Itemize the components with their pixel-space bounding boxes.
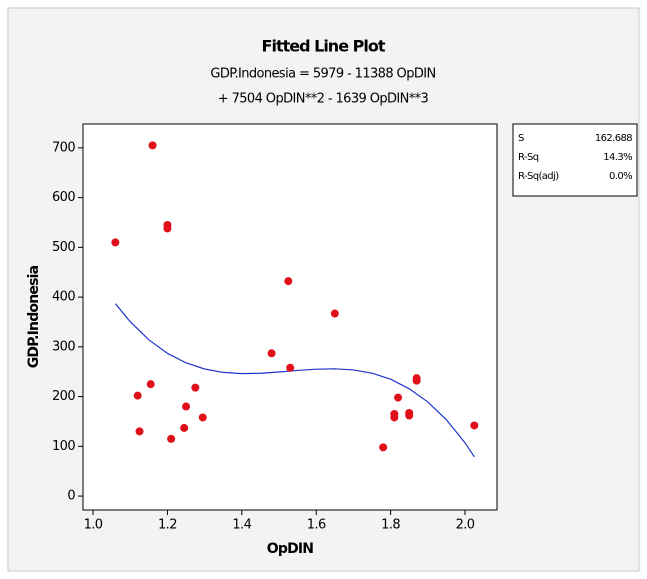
y-tick-label: 400 — [52, 290, 75, 305]
x-tick-label: 2.0 — [456, 518, 475, 533]
x-tick-label: 1.0 — [84, 518, 103, 533]
stat-label: R-Sq — [518, 152, 539, 163]
data-point — [390, 413, 399, 422]
fitted-line — [114, 303, 475, 458]
data-point — [111, 238, 120, 247]
x-tick-label: 1.4 — [232, 518, 251, 533]
y-tick-label: 700 — [52, 140, 75, 155]
data-point — [405, 411, 414, 420]
data-point — [167, 434, 176, 443]
stat-value: 162.688 — [595, 133, 632, 144]
data-point — [146, 380, 155, 389]
data-point — [133, 391, 142, 400]
y-tick-label: 200 — [52, 389, 75, 404]
chart-subtitle: + 7504 OpDIN**2 - 1639 OpDIN**3 — [218, 92, 429, 107]
stats-box — [512, 123, 638, 197]
chart-title: Fitted Line Plot — [262, 37, 386, 56]
data-point — [180, 423, 189, 432]
data-point — [198, 413, 207, 422]
data-point — [379, 443, 388, 452]
x-axis-title: OpDIN — [267, 541, 314, 557]
stat-label: R-Sq(adj) — [518, 171, 559, 182]
data-point — [330, 309, 339, 318]
data-point — [182, 402, 191, 411]
x-tick-label: 1.8 — [381, 518, 400, 533]
x-tick-label: 1.2 — [158, 518, 177, 533]
y-axis-title: GDP.Indonesia — [26, 265, 42, 368]
plot-area — [82, 123, 498, 511]
y-tick-label: 300 — [52, 339, 75, 354]
chart-subtitle: GDP.Indonesia = 5979 - 11388 OpDIN — [210, 67, 435, 82]
y-tick-label: 0 — [67, 489, 75, 504]
data-point — [394, 393, 403, 402]
y-tick-label: 600 — [52, 190, 75, 205]
data-point — [267, 349, 276, 358]
y-tick-label: 500 — [52, 240, 75, 255]
data-point — [412, 376, 421, 385]
y-tick-label: 100 — [52, 439, 75, 454]
data-point — [148, 141, 157, 150]
data-point — [286, 363, 295, 372]
stat-label: S — [518, 133, 524, 144]
stat-value: 14.3% — [603, 152, 632, 163]
data-point — [163, 224, 172, 233]
data-point — [191, 383, 200, 392]
x-tick-label: 1.6 — [307, 518, 326, 533]
data-point — [470, 421, 479, 430]
data-point — [284, 277, 293, 286]
data-point — [135, 427, 144, 436]
stat-value: 0.0% — [609, 171, 632, 182]
